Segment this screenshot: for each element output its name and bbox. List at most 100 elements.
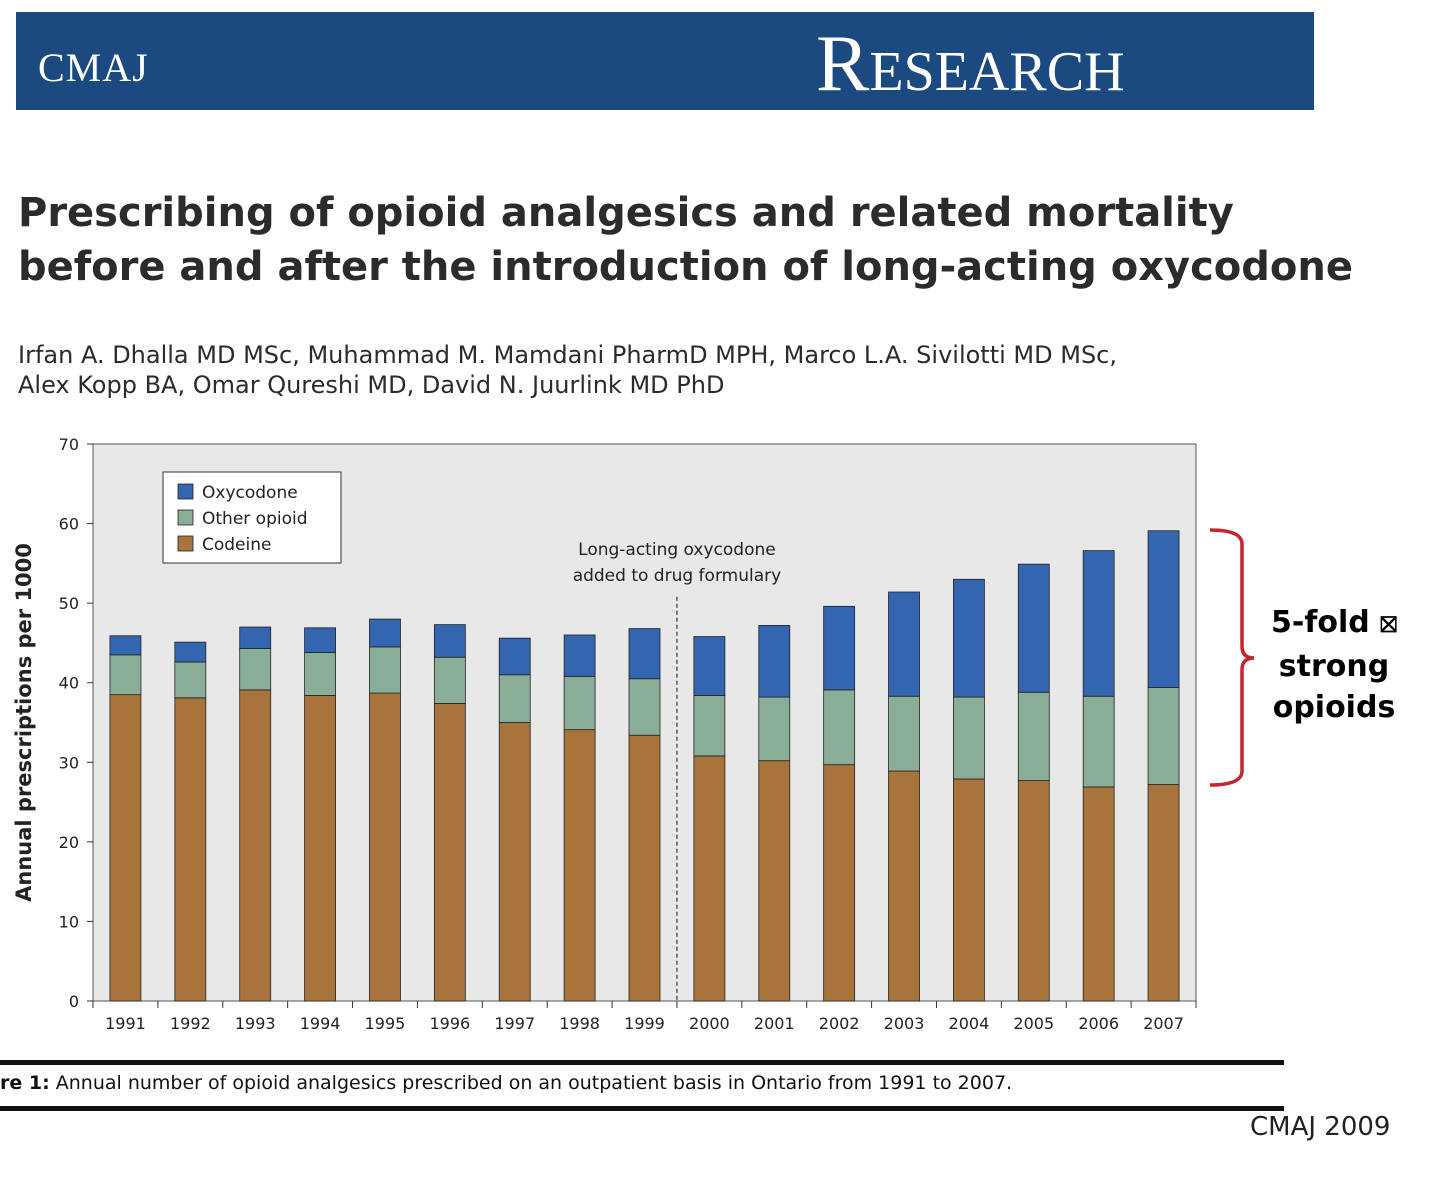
bar-other-opioid-1993 — [239, 648, 272, 691]
article-authors: Irfan A. Dhalla MD MSc, Muhammad M. Mamd… — [18, 340, 1117, 400]
legend-label-other-opioid: Other opioid — [202, 509, 308, 529]
brace-label-line1: 5-fold — [1271, 605, 1370, 640]
article-title-line1: Prescribing of opioid analgesics and rel… — [18, 190, 1234, 236]
bar-oxycodone-1991 — [109, 635, 142, 656]
bar-other-opioid-2006 — [1082, 695, 1115, 788]
y-tick-label: 50 — [59, 594, 79, 613]
figure-caption: re 1: Annual number of opioid analgesics… — [0, 1072, 1012, 1094]
bar-other-opioid-2003 — [888, 695, 920, 772]
bar-other-opioid-1999 — [628, 678, 661, 736]
authors-line2: Alex Kopp BA, Omar Qureshi MD, David N. … — [18, 371, 725, 399]
source-label: CMAJ 2009 — [1250, 1112, 1391, 1142]
caption-rule-bottom — [0, 1106, 1284, 1111]
bar-oxycodone-1996 — [433, 624, 466, 658]
bar-other-opioid-1996 — [433, 656, 466, 704]
bar-oxycodone-2006 — [1082, 550, 1115, 697]
x-tick-label: 1994 — [300, 1014, 341, 1033]
bar-oxycodone-1997 — [498, 637, 531, 676]
bar-oxycodone-1992 — [174, 641, 207, 663]
y-tick-label: 20 — [59, 833, 79, 852]
x-tick-label: 2003 — [884, 1014, 925, 1033]
caption-text: Annual number of opioid analgesics presc… — [49, 1072, 1013, 1094]
x-tick-label: 1993 — [235, 1014, 276, 1033]
bar-oxycodone-2002 — [823, 605, 856, 691]
caption-prefix: re 1: — [0, 1072, 50, 1094]
bar-other-opioid-2004 — [953, 696, 985, 780]
x-tick-label: 1999 — [624, 1014, 665, 1033]
x-tick-label: 1995 — [365, 1014, 406, 1033]
y-tick-label: 10 — [59, 912, 79, 931]
stacked-bar-chart: 0 10 20 30 40 50 60 70 Annual prescriptions per … — [12, 435, 1255, 1033]
red-brace — [1209, 528, 1255, 787]
y-tick-label: 40 — [59, 674, 79, 693]
legend-swatch-other-opioid — [177, 509, 194, 526]
legend-swatch-codeine — [177, 535, 194, 552]
five-fold-label: 5-fold ⛝ strong opioids — [1262, 602, 1406, 728]
bar-codeine-1996 — [433, 703, 466, 1002]
authors-line1: Irfan A. Dhalla MD MSc, Muhammad M. Mamd… — [18, 341, 1117, 369]
bar-other-opioid-2001 — [758, 696, 791, 762]
annotation-line2: added to drug formulary — [573, 566, 781, 586]
bar-other-opioid-2005 — [1017, 691, 1050, 781]
journal-banner: CMAJ Research — [16, 12, 1314, 110]
bar-codeine-2002 — [823, 764, 856, 1002]
brace-label-line3: opioids — [1272, 690, 1396, 725]
bar-codeine-2003 — [888, 770, 920, 1002]
x-tick-label: 2006 — [1078, 1014, 1119, 1033]
bar-codeine-1997 — [498, 722, 531, 1002]
y-tick-label: 0 — [69, 992, 79, 1011]
section-name: Research — [816, 20, 1125, 108]
brace-label-line2: strong — [1278, 649, 1390, 684]
x-tick-label: 1997 — [494, 1014, 535, 1033]
bar-oxycodone-1993 — [239, 626, 272, 649]
bar-codeine-2001 — [758, 760, 791, 1002]
bar-other-opioid-1991 — [109, 654, 142, 696]
bar-oxycodone-1994 — [304, 627, 336, 653]
bar-codeine-2006 — [1082, 786, 1115, 1002]
y-tick-label: 30 — [59, 753, 79, 772]
x-tick-label: 2004 — [949, 1014, 990, 1033]
bar-codeine-1993 — [239, 689, 272, 1002]
x-tick-label: 1996 — [429, 1014, 470, 1033]
bar-codeine-2005 — [1017, 780, 1050, 1002]
bar-oxycodone-2007 — [1147, 530, 1180, 688]
x-tick-label: 1998 — [559, 1014, 600, 1033]
x-tick-label: 2001 — [754, 1014, 795, 1033]
bar-codeine-2000 — [693, 755, 726, 1002]
x-tick-label: 1991 — [105, 1014, 146, 1033]
y-tick-label: 60 — [59, 515, 79, 534]
y-tick-label: 70 — [59, 435, 79, 454]
bar-codeine-1991 — [109, 694, 142, 1002]
bar-other-opioid-1992 — [174, 661, 207, 699]
x-tick-label: 2007 — [1143, 1014, 1184, 1033]
legend-swatch-oxycodone — [177, 483, 194, 500]
article-title: Prescribing of opioid analgesics and rel… — [18, 186, 1353, 294]
x-tick-label: 2005 — [1013, 1014, 1054, 1033]
bar-codeine-2004 — [953, 778, 985, 1002]
bar-codeine-1992 — [174, 697, 207, 1002]
bar-codeine-2007 — [1147, 784, 1180, 1002]
bar-other-opioid-1995 — [369, 646, 401, 694]
bar-oxycodone-2004 — [953, 578, 985, 698]
bar-codeine-1998 — [563, 729, 596, 1002]
x-tick-label: 2002 — [819, 1014, 860, 1033]
caption-rule-top — [0, 1060, 1284, 1065]
bar-other-opioid-2000 — [693, 695, 726, 757]
bar-oxycodone-1999 — [628, 628, 661, 680]
article-title-line2: before and after the introduction of lon… — [18, 244, 1353, 290]
y-axis-label: Annual prescriptions per 1000 — [12, 543, 36, 902]
bar-codeine-1994 — [304, 695, 336, 1002]
x-tick-label: 2000 — [689, 1014, 730, 1033]
legend-label-oxycodone: Oxycodone — [202, 483, 298, 503]
bar-oxycodone-2000 — [693, 636, 726, 696]
bar-other-opioid-2007 — [1147, 687, 1180, 785]
bar-oxycodone-1995 — [369, 618, 401, 648]
bar-other-opioid-2002 — [823, 689, 856, 766]
bar-other-opioid-1994 — [304, 652, 336, 696]
bar-oxycodone-1998 — [563, 634, 596, 677]
journal-name: CMAJ — [38, 45, 149, 90]
broken-glyph-icon: ⛝ — [1380, 613, 1397, 638]
x-tick-label: 1992 — [170, 1014, 211, 1033]
bar-other-opioid-1998 — [563, 675, 596, 731]
bar-codeine-1995 — [369, 692, 401, 1002]
